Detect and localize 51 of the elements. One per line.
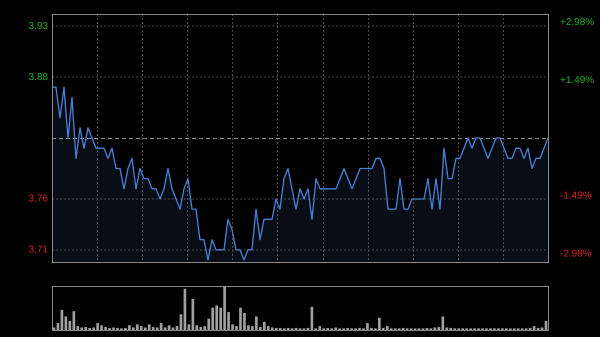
bar <box>104 327 107 330</box>
bar <box>160 323 162 330</box>
bar <box>92 327 95 330</box>
bar <box>334 327 338 330</box>
bar <box>148 324 151 330</box>
bar <box>239 308 242 330</box>
y-tick-label: 3.76 <box>28 194 48 205</box>
y2-tick-label: +1.49% <box>560 74 594 86</box>
bar <box>262 322 266 330</box>
bar <box>434 327 436 330</box>
y-tick-label: 3.93 <box>28 20 48 32</box>
bar <box>96 323 99 330</box>
y2-tick-label: +2.98% <box>560 16 594 28</box>
bar <box>132 327 135 330</box>
bar <box>84 327 88 330</box>
bar <box>270 327 274 330</box>
bar <box>60 310 64 330</box>
bar <box>532 326 536 330</box>
bar <box>72 311 76 330</box>
bar <box>152 327 155 330</box>
bar <box>168 325 170 330</box>
bar <box>164 327 166 330</box>
bar <box>378 318 381 330</box>
bar <box>215 305 218 330</box>
bar <box>144 327 147 330</box>
bar <box>52 327 56 330</box>
bar <box>223 286 226 330</box>
bar <box>184 288 186 330</box>
y2-tick-label: -1.49% <box>560 190 592 202</box>
bar <box>366 323 369 330</box>
bar <box>100 325 103 330</box>
bar <box>255 316 258 330</box>
bar <box>318 326 322 330</box>
bar <box>156 327 158 330</box>
bar <box>192 298 194 330</box>
bar <box>266 326 270 330</box>
y-tick-label: 3.71 <box>28 244 48 256</box>
bar <box>386 326 389 330</box>
bar <box>442 316 444 330</box>
bar <box>136 324 139 330</box>
bar <box>80 327 84 330</box>
bar <box>172 327 174 330</box>
bar <box>544 320 548 330</box>
bar <box>140 326 143 330</box>
y-tick-label: 3.88 <box>28 72 48 83</box>
bar <box>112 327 115 330</box>
y2-tick-label: -2.98% <box>560 248 592 260</box>
bar <box>199 327 202 330</box>
bar <box>310 306 314 330</box>
bar <box>211 308 214 330</box>
bar <box>128 325 131 330</box>
